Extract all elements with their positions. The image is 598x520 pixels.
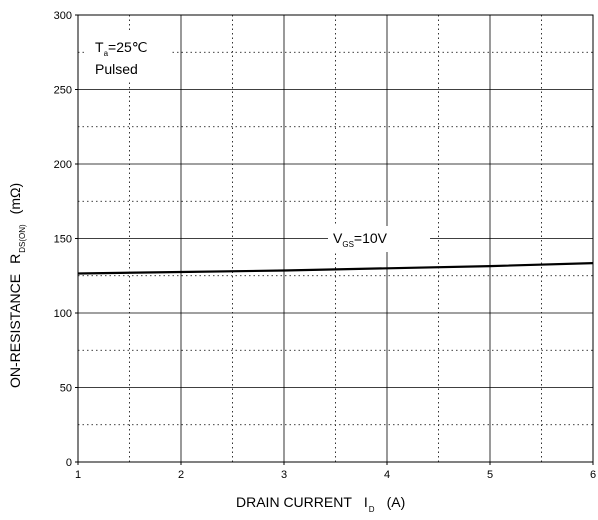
series-label-bg bbox=[328, 226, 430, 252]
x-tick-label: 1 bbox=[75, 469, 81, 481]
series-line-vgs-10v bbox=[77, 262, 594, 275]
x-tick-label: 2 bbox=[178, 469, 184, 481]
y-tick-labels: 0 50 100 150 200 250 300 bbox=[54, 10, 78, 469]
y-tick-label: 150 bbox=[54, 234, 72, 246]
series-label: VGS=10V bbox=[333, 230, 388, 249]
y-tick-label: 50 bbox=[60, 383, 72, 395]
annotation-box bbox=[84, 30, 170, 82]
x-tick-label: 6 bbox=[590, 469, 596, 481]
y-tick-label: 100 bbox=[54, 308, 72, 320]
y-tick-label: 300 bbox=[54, 10, 72, 22]
y-axis-title: ON-RESISTANCERDS(ON)(mΩ) bbox=[7, 183, 27, 388]
mode-annotation: Pulsed bbox=[95, 61, 138, 77]
x-tick-labels: 1 2 3 4 5 6 bbox=[75, 462, 596, 481]
y-tick-label: 200 bbox=[54, 159, 72, 171]
x-axis-title: DRAIN CURRENT ID (A) bbox=[236, 494, 405, 514]
temp-annotation: Ta=25℃ bbox=[95, 39, 148, 58]
series-layer bbox=[77, 262, 594, 275]
y-tick-label: 250 bbox=[54, 85, 72, 97]
x-tick-label: 3 bbox=[281, 469, 287, 481]
x-tick-label: 5 bbox=[487, 469, 493, 481]
y-tick-label: 0 bbox=[66, 457, 72, 469]
x-tick-label: 4 bbox=[384, 469, 390, 481]
